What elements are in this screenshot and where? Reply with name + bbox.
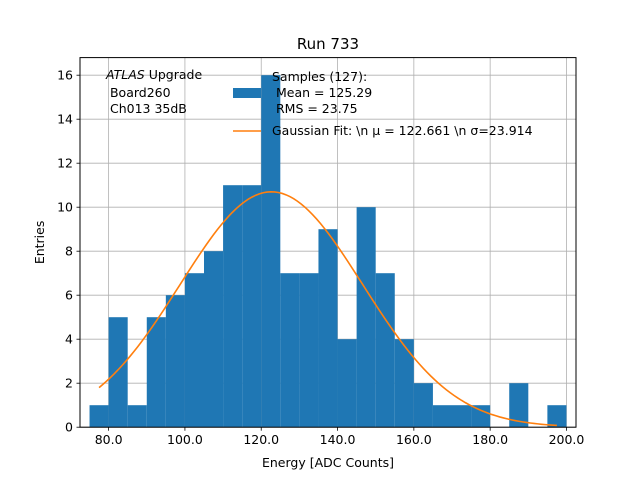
histogram-bar-13: [337, 339, 357, 428]
y-tick-label-6: 12: [57, 156, 73, 171]
legend-samples-line-3: RMS = 23.75: [272, 101, 358, 116]
legend-swatch-samples: [233, 88, 261, 98]
gaussian-fit-layer: [98, 191, 557, 427]
histogram-bar-9: [261, 75, 281, 428]
chart-title: Run 733: [297, 35, 359, 53]
histogram-bar-12: [318, 229, 338, 428]
gaussian-fit-curve: [98, 191, 557, 427]
y-axis-label: Entries: [32, 221, 47, 265]
histogram-bar-5: [184, 273, 204, 428]
histogram-bar-24: [547, 405, 567, 428]
annotation-upgrade: Upgrade: [145, 67, 203, 82]
annotation-board: Board260: [106, 85, 171, 100]
histogram-bar-19: [452, 405, 472, 428]
x-tick-label-0: 80.0: [95, 432, 123, 447]
histogram-bar-17: [413, 383, 433, 428]
annotation-line-1: ATLAS Upgrade: [105, 67, 202, 82]
histogram-bar-7: [223, 185, 243, 428]
y-tick-label-1: 2: [65, 376, 73, 391]
annotation-channel: Ch013 35dB: [106, 101, 187, 116]
legend: Samples (127): Mean = 125.29 RMS = 23.75…: [233, 69, 533, 138]
x-tick-label-6: 200.0: [549, 432, 585, 447]
legend-fit-label: Gaussian Fit: \n μ = 122.661 \n σ=23.914: [272, 123, 533, 138]
y-tick-label-7: 14: [57, 112, 73, 127]
histogram-bar-22: [509, 383, 529, 428]
legend-samples-line-2: Mean = 125.29: [272, 85, 372, 100]
histogram-bar-0: [89, 405, 109, 428]
y-tick-label-4: 8: [65, 244, 73, 259]
x-axis-label: Energy [ADC Counts]: [262, 455, 394, 470]
plot-frame: [79, 57, 577, 428]
histogram-bar-16: [394, 339, 414, 428]
histogram-bar-3: [146, 317, 166, 428]
x-tick-label-1: 100.0: [167, 432, 203, 447]
axis-ticks: 80.0 100.0 120.0 140.0 160.0 180.0 200.0 0 2 4 6 8 1…: [57, 68, 584, 448]
annotation-atlas: ATLAS: [105, 67, 145, 82]
x-tick-label-3: 140.0: [320, 432, 356, 447]
histogram-bar-11: [299, 273, 319, 428]
x-tick-label-2: 120.0: [243, 432, 279, 447]
legend-samples-line-1: Samples (127):: [272, 69, 367, 84]
histogram-bar-15: [375, 273, 395, 428]
histogram-bars: [89, 75, 567, 428]
histogram-bar-1: [108, 317, 128, 428]
histogram-bar-8: [242, 185, 262, 428]
histogram-bar-18: [432, 405, 452, 428]
y-tick-label-5: 10: [57, 200, 73, 215]
grid-lines: [80, 57, 576, 428]
y-tick-label-0: 0: [65, 420, 73, 435]
histogram-bar-14: [356, 207, 376, 428]
histogram-bar-6: [204, 251, 224, 428]
atlas-annotation: ATLAS Upgrade Board260 Ch013 35dB: [105, 67, 202, 116]
histogram-bar-20: [471, 405, 491, 428]
y-tick-label-2: 4: [65, 332, 73, 347]
histogram-bar-2: [127, 405, 147, 428]
x-tick-label-5: 180.0: [472, 432, 508, 447]
y-tick-label-8: 16: [57, 68, 73, 83]
x-tick-label-4: 160.0: [396, 432, 432, 447]
histogram-bar-4: [165, 295, 185, 428]
histogram-bar-10: [280, 273, 300, 428]
y-tick-label-3: 6: [65, 288, 73, 303]
